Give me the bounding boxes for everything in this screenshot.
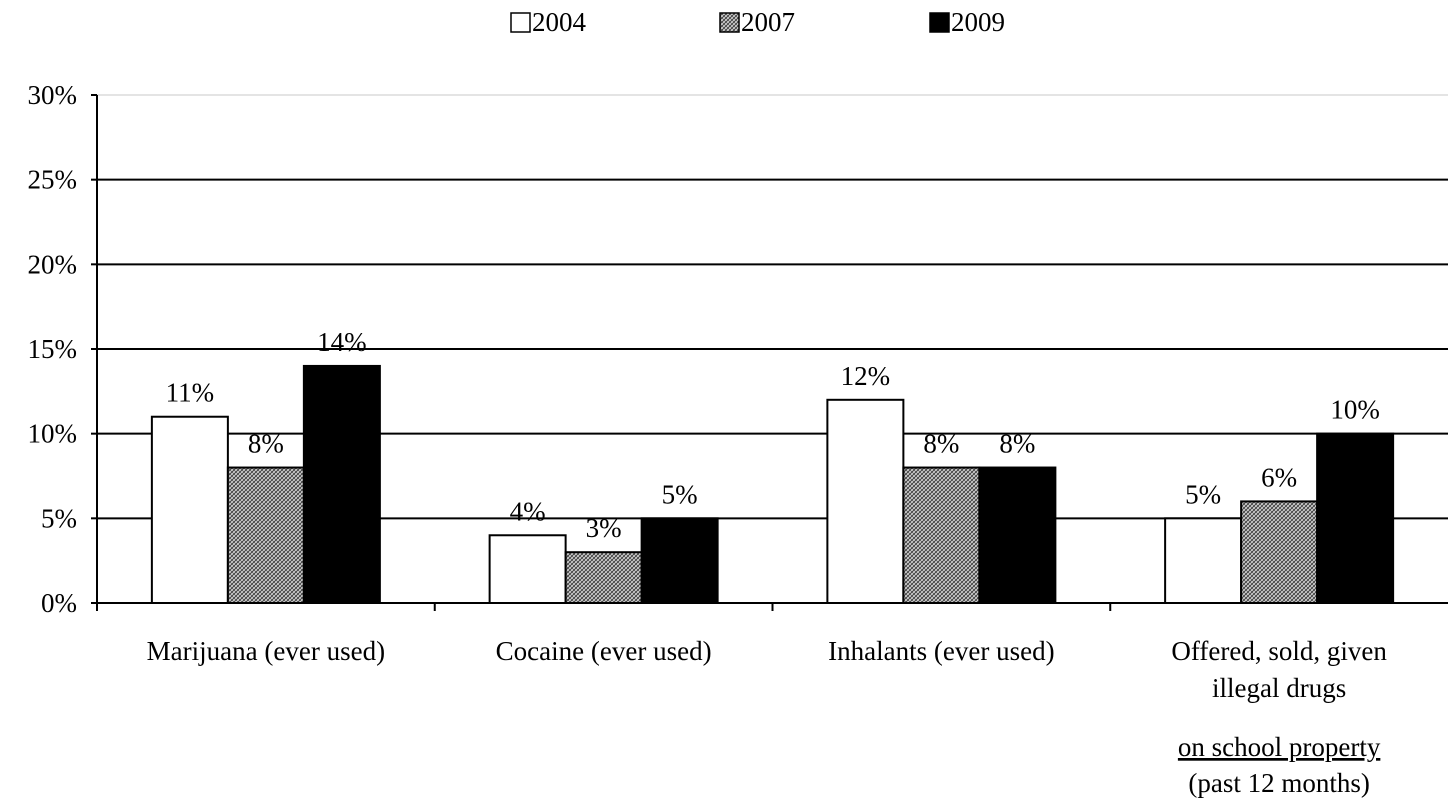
category-note-plain: (past 12 months) <box>1188 768 1370 798</box>
y-tick-label: 30% <box>28 80 78 110</box>
x-category-label: Cocaine (ever used) <box>496 636 712 666</box>
legend-swatch-2009 <box>929 12 950 33</box>
x-category-label: Inhalants (ever used) <box>828 636 1054 666</box>
data-label: 8% <box>923 429 959 459</box>
data-label: 8% <box>999 429 1035 459</box>
bar-2007-1 <box>564 551 643 605</box>
x-category-label: illegal drugs <box>1212 673 1346 703</box>
data-label: 12% <box>841 361 891 391</box>
category-note-underlined: on school property <box>1178 732 1381 762</box>
data-labels: 11% 8% 14% 4% 3% 5% 12% 8% 8% 5% 6% 10% <box>166 327 1380 543</box>
bar-2004-1 <box>488 534 567 604</box>
bars <box>150 364 1395 605</box>
legend-label: 2009 <box>951 7 1005 37</box>
bar-2009-0 <box>302 364 381 604</box>
bar-2007-0 <box>226 466 305 604</box>
legend-swatch-2004 <box>510 12 531 33</box>
bar-2004-2 <box>826 398 905 604</box>
y-tick-label: 15% <box>28 334 78 364</box>
legend-label: 2007 <box>741 7 795 37</box>
y-tick-label: 10% <box>28 419 78 449</box>
data-label: 5% <box>662 479 698 509</box>
bar-2004-0 <box>150 415 229 604</box>
bar-2009-3 <box>1316 432 1395 604</box>
bar-2009-2 <box>978 466 1057 604</box>
data-label: 10% <box>1330 395 1380 425</box>
legend-swatch-2007 <box>719 12 740 33</box>
data-label: 3% <box>586 513 622 543</box>
y-tick-label: 0% <box>41 588 77 618</box>
y-tick-label: 25% <box>28 165 78 195</box>
x-category-label: Offered, sold, given <box>1171 636 1387 666</box>
y-tick-label: 5% <box>41 503 77 533</box>
legend-label: 2004 <box>532 7 587 37</box>
legend: 2004 2007 2009 <box>510 7 1005 37</box>
data-label: 5% <box>1185 479 1221 509</box>
data-label: 14% <box>317 327 367 357</box>
x-category-label: Marijuana (ever used) <box>147 636 385 666</box>
bar-2007-2 <box>902 466 981 604</box>
data-label: 8% <box>248 429 284 459</box>
bar-2007-3 <box>1240 500 1319 604</box>
data-label: 11% <box>166 378 215 408</box>
y-tick-label: 20% <box>28 249 78 279</box>
data-label: 4% <box>510 496 546 526</box>
x-axis: Marijuana (ever used) Cocaine (ever used)… <box>97 602 1448 798</box>
bar-2009-1 <box>640 517 719 604</box>
data-label: 6% <box>1261 462 1297 492</box>
y-axis: 0% 5% 10% 15% 20% 25% 30% <box>28 80 98 618</box>
bar-2004-3 <box>1164 517 1243 604</box>
gridlines <box>97 94 1448 520</box>
